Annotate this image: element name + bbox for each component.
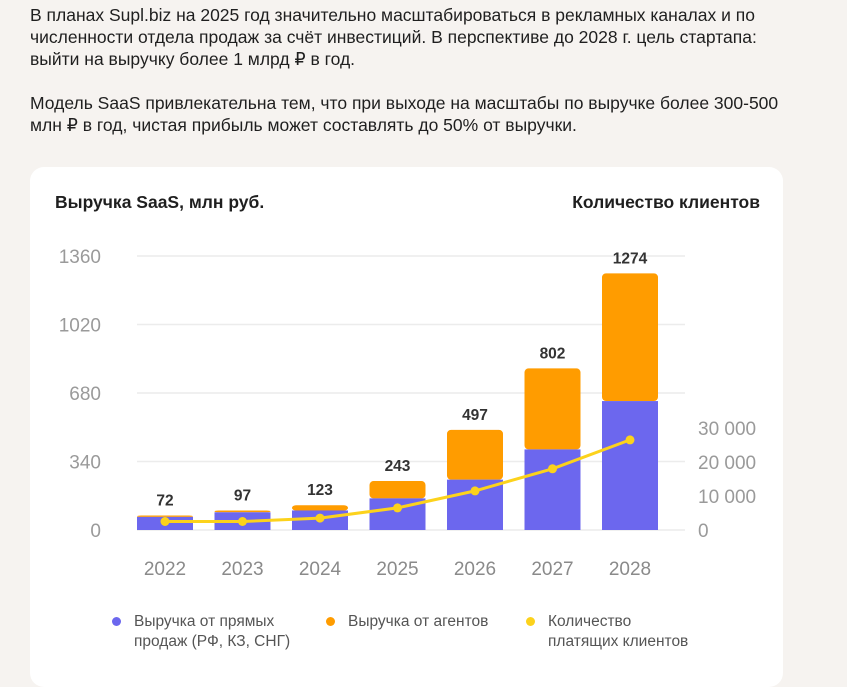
bar-direct	[602, 401, 658, 530]
chart-title: Выручка SaaS, млн руб.	[55, 192, 265, 212]
bar-agents	[447, 429, 503, 480]
legend-text-clients-1: Количество	[548, 613, 632, 630]
clients-point	[625, 435, 635, 445]
total-data-label: 497	[462, 407, 488, 424]
total-data-label: 123	[307, 482, 333, 499]
bar-agents	[602, 273, 658, 402]
bar-agents	[524, 368, 581, 450]
y2-tick-label: 0	[698, 521, 709, 542]
y2-tick-label: 30 000	[698, 419, 756, 440]
legend-item-direct: Выручка от прямых продаж (РФ, КЗ, СНГ)	[112, 612, 290, 652]
total-data-label: 802	[540, 345, 566, 362]
x-tick-label: 2025	[376, 559, 418, 580]
secondary-axis-title: Количество клиентов	[572, 192, 760, 212]
x-tick-label: 2026	[454, 559, 496, 580]
legend-text-direct-2: продаж (РФ, КЗ, СНГ)	[134, 633, 291, 650]
legend-text-agents: Выручка от агентов	[348, 613, 489, 630]
legend-item-agents: Выручка от агентов	[326, 612, 488, 632]
clients-point	[160, 517, 170, 526]
x-tick-label: 2027	[531, 559, 573, 580]
y-tick-label: 1020	[59, 316, 101, 337]
x-tick-label: 2024	[299, 559, 342, 580]
saas-paragraph: Модель SaaS привлекательна тем, что при …	[30, 93, 779, 135]
x-tick-label: 2022	[144, 559, 186, 580]
clients-point	[315, 513, 325, 523]
legend-text-clients-2: платящих клиентов	[548, 633, 689, 650]
y-tick-label: 680	[69, 384, 101, 405]
bar-agents	[214, 510, 271, 513]
y-tick-label: 340	[69, 453, 101, 474]
total-data-label: 243	[385, 458, 411, 475]
y2-tick-label: 10 000	[698, 487, 756, 508]
bar-agents	[137, 515, 193, 517]
y-tick-label: 0	[90, 521, 101, 542]
legend-item-clients: Количество платящих клиентов	[526, 612, 688, 652]
legend-dot-agents	[326, 617, 335, 626]
x-tick-label: 2028	[609, 559, 651, 580]
clients-point	[470, 486, 480, 496]
total-data-label: 97	[234, 487, 251, 504]
y2-tick-label: 20 000	[698, 453, 756, 474]
intro-paragraph: В планах Supl.biz на 2025 год значительн…	[30, 5, 757, 69]
y-tick-label: 1360	[59, 247, 101, 268]
clients-point	[548, 464, 557, 474]
clients-point	[238, 517, 247, 526]
x-tick-label: 2023	[221, 559, 263, 580]
legend-dot-direct	[112, 617, 121, 626]
revenue-chart: 0 340 680 1020 1360 0 10 000 20 000 30 000 72 2022…	[59, 247, 756, 580]
total-data-label: 72	[156, 492, 173, 509]
legend-dot-clients	[526, 617, 535, 626]
clients-point	[393, 503, 402, 513]
total-data-label: 1274	[613, 250, 648, 267]
bar-agents	[292, 505, 348, 511]
bar-agents	[369, 481, 426, 499]
legend-text-direct-1: Выручка от прямых	[134, 613, 275, 630]
